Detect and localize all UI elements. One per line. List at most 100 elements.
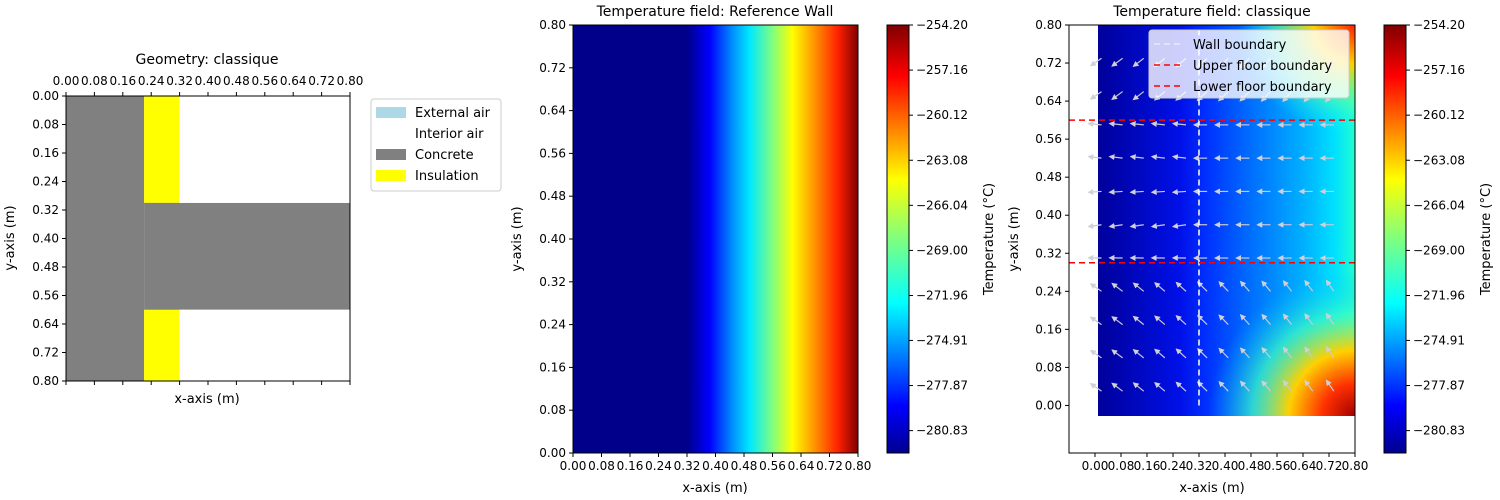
y-tick-label: 0.00 bbox=[539, 446, 566, 460]
flux-arrow bbox=[1154, 315, 1166, 326]
flux-arrow bbox=[1282, 313, 1293, 325]
y-tick-label: 0.80 bbox=[539, 18, 566, 32]
geometry-y-label: y-axis (m) bbox=[3, 205, 18, 270]
x-tick-label: 0.00 bbox=[560, 459, 587, 473]
y-tick-label: 0.64 bbox=[1035, 94, 1062, 108]
colorbar-tick-label: −257.16 bbox=[916, 63, 968, 77]
colorbar-tick-label: −260.12 bbox=[1413, 108, 1465, 122]
geometry-y-ticks: 0.00 0.08 0.16 0.24 0.32 0.40 0.48 0.56 0.64 0.72… bbox=[32, 89, 66, 388]
x-tick-label: 0.16 bbox=[1134, 459, 1161, 473]
colorbar-gradient bbox=[1383, 24, 1407, 454]
y-tick-label: 0.08 bbox=[539, 403, 566, 417]
flux-arrow bbox=[1304, 379, 1314, 392]
classique-title: Temperature field: classique bbox=[1112, 4, 1311, 20]
flux-arrow bbox=[1132, 349, 1145, 359]
flux-arrow bbox=[1304, 313, 1314, 325]
legend-label: External air bbox=[415, 106, 491, 121]
y-tick-label: 0.16 bbox=[539, 360, 566, 374]
region-concrete bbox=[66, 96, 145, 381]
flux-arrow bbox=[1150, 188, 1165, 195]
x-tick-label: 0.48 bbox=[731, 459, 758, 473]
legend-label: Interior air bbox=[415, 127, 484, 142]
colorbar-label: Temperature (°C) bbox=[982, 183, 997, 296]
classique-legend: Wall boundary Upper floor boundary Lower f… bbox=[1148, 29, 1350, 99]
flux-arrow bbox=[1282, 346, 1293, 359]
x-tick-label: 0.16 bbox=[109, 74, 136, 88]
region-insulation bbox=[144, 96, 180, 203]
colorbar-gradient bbox=[886, 24, 910, 454]
flux-arrow bbox=[1132, 282, 1145, 292]
reference-x-ticks: 0.00 0.08 0.16 0.24 0.32 0.40 0.48 0.56 0.64 0.72… bbox=[560, 453, 872, 473]
flux-arrow bbox=[1261, 280, 1271, 292]
y-tick-label: 0.32 bbox=[1035, 246, 1062, 260]
x-tick-label: 0.80 bbox=[337, 74, 364, 88]
x-tick-label: 0.56 bbox=[759, 459, 786, 473]
flux-arrow bbox=[1282, 280, 1293, 292]
y-tick-label: 0.48 bbox=[32, 260, 59, 274]
x-tick-label: 0.08 bbox=[588, 459, 615, 473]
x-tick-label: 0.00 bbox=[53, 74, 80, 88]
flux-arrow bbox=[1089, 349, 1102, 359]
legend-label: Concrete bbox=[415, 148, 474, 163]
colorbar-tick-label: −280.83 bbox=[916, 424, 968, 438]
legend-label: Insulation bbox=[415, 169, 479, 184]
y-tick-label: 0.08 bbox=[32, 118, 59, 132]
flux-arrow bbox=[1218, 314, 1229, 326]
flux-arrow bbox=[1132, 382, 1145, 392]
geometry-x-ticks: 0.00 0.08 0.16 0.24 0.32 0.40 0.48 0.56 0.64 0.72… bbox=[53, 74, 364, 385]
boundary-lines bbox=[1069, 25, 1355, 406]
colorbar-tick-label: −277.87 bbox=[916, 379, 968, 393]
flux-arrow bbox=[1261, 313, 1271, 325]
y-tick-label: 0.08 bbox=[1035, 360, 1062, 374]
colorbar-tick-label: −254.20 bbox=[916, 18, 968, 32]
legend-label: Lower floor boundary bbox=[1193, 80, 1332, 95]
reference-temperature-field bbox=[573, 25, 858, 453]
x-tick-label: 0.72 bbox=[308, 74, 335, 88]
x-tick-label: 0.48 bbox=[223, 74, 250, 88]
flux-arrow bbox=[1087, 222, 1102, 229]
colorbar-tick-label: −257.16 bbox=[1413, 63, 1465, 77]
y-tick-label: 0.64 bbox=[32, 317, 59, 331]
flux-arrow bbox=[1129, 121, 1144, 127]
flux-arrow bbox=[1111, 349, 1123, 359]
classique-colorbar: −254.20 −257.16 −260.12 −263.08 −266.04 −269.… bbox=[1383, 18, 1494, 454]
classique-frame bbox=[1068, 24, 1356, 454]
x-tick-label: 0.56 bbox=[251, 74, 278, 88]
flux-arrow bbox=[1150, 154, 1165, 161]
flux-arrow bbox=[1150, 121, 1165, 127]
reference-y-label: y-axis (m) bbox=[510, 206, 525, 271]
flux-arrow bbox=[1089, 383, 1102, 392]
reference-y-ticks: 0.00 0.08 0.16 0.24 0.32 0.40 0.48 0.56 0.64 0.72… bbox=[539, 18, 573, 460]
y-tick-label: 0.48 bbox=[1035, 170, 1062, 184]
region-insulation bbox=[144, 309, 180, 381]
y-tick-label: 0.80 bbox=[32, 374, 59, 388]
x-tick-label: 0.32 bbox=[166, 74, 193, 88]
geometry-x-label: x-axis (m) bbox=[174, 392, 239, 407]
flux-arrow bbox=[1111, 282, 1123, 292]
flux-arrow bbox=[1218, 347, 1229, 359]
flux-arrow bbox=[1089, 316, 1102, 326]
flux-arrow bbox=[1129, 154, 1144, 161]
colorbar-tick-label: −271.96 bbox=[1413, 289, 1465, 303]
y-tick-label: 0.56 bbox=[1035, 132, 1062, 146]
y-tick-label: 0.40 bbox=[1035, 208, 1062, 222]
flux-arrow bbox=[1132, 91, 1145, 101]
flux-arrow bbox=[1108, 154, 1123, 161]
geometry-panel: Geometry: classique 0.00 0.08 0.16 0.24 0.32… bbox=[3, 52, 502, 407]
region-interior-air bbox=[179, 96, 350, 203]
legend-label: Upper floor boundary bbox=[1193, 59, 1332, 74]
flux-arrow bbox=[1108, 222, 1123, 229]
x-tick-label: 0.80 bbox=[1342, 459, 1369, 473]
flux-arrow bbox=[1304, 279, 1314, 292]
region-interior-air bbox=[179, 309, 350, 381]
flux-arrow bbox=[1087, 188, 1102, 195]
flux-arrow bbox=[1087, 121, 1102, 127]
colorbar-tick-label: −269.00 bbox=[916, 243, 968, 257]
x-tick-label: 0.80 bbox=[845, 459, 872, 473]
x-tick-label: 0.56 bbox=[1264, 459, 1291, 473]
y-tick-label: 0.24 bbox=[1035, 284, 1062, 298]
legend-swatch bbox=[376, 128, 406, 139]
flux-arrow bbox=[1154, 348, 1166, 359]
colorbar-tick-label: −263.08 bbox=[916, 153, 968, 167]
flux-arrow bbox=[1132, 315, 1145, 326]
